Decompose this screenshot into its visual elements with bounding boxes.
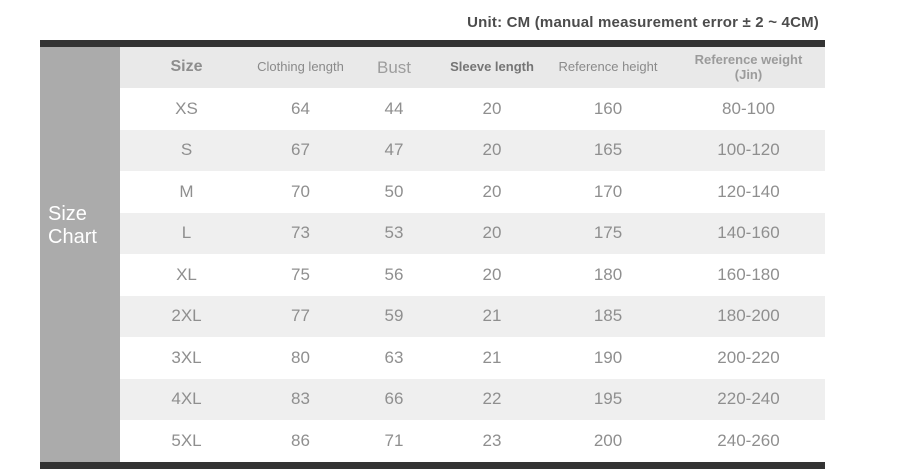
value-cell: 71: [348, 420, 440, 462]
value-cell: 75: [253, 254, 348, 296]
value-cell: 175: [544, 212, 672, 254]
value-cell: 66: [348, 378, 440, 420]
value-cell: 22: [440, 378, 544, 420]
size-cell: 2XL: [120, 295, 253, 337]
value-cell: 180-200: [672, 295, 825, 337]
size-chart-sidebar: Size Chart: [40, 47, 120, 462]
column-header-bust: Bust: [348, 47, 440, 88]
value-cell: 160-180: [672, 254, 825, 296]
value-cell: 44: [348, 88, 440, 130]
size-cell: 5XL: [120, 420, 253, 462]
value-cell: 20: [440, 171, 544, 213]
sidebar-title-line2: Chart: [48, 225, 97, 248]
value-cell: 140-160: [672, 212, 825, 254]
value-cell: 200-220: [672, 337, 825, 379]
value-cell: 20: [440, 88, 544, 130]
size-cell: S: [120, 129, 253, 171]
column-header-reference-height: Reference height: [544, 47, 672, 88]
table-row: 2XL 77 59 21 185 180-200: [120, 295, 825, 337]
value-cell: 86: [253, 420, 348, 462]
value-cell: 160: [544, 88, 672, 130]
value-cell: 20: [440, 212, 544, 254]
value-cell: 120-140: [672, 171, 825, 213]
value-cell: 59: [348, 295, 440, 337]
value-cell: 63: [348, 337, 440, 379]
value-cell: 56: [348, 254, 440, 296]
value-cell: 220-240: [672, 378, 825, 420]
table-header: Size Clothing length Bust Sleeve length Refe…: [120, 47, 825, 88]
value-cell: 165: [544, 129, 672, 171]
value-cell: 23: [440, 420, 544, 462]
value-cell: 80: [253, 337, 348, 379]
table-row: 5XL 86 71 23 200 240-260: [120, 420, 825, 462]
size-cell: M: [120, 171, 253, 213]
column-header-sleeve-length: Sleeve length: [440, 47, 544, 88]
table-body: XS 64 44 20 160 80-100 S 67 47 20 165 100-120 M 70 50 2…: [120, 88, 825, 462]
top-border-bar: [40, 40, 825, 47]
column-header-reference-weight: Reference weight (Jin): [672, 47, 825, 88]
size-chart-panel: Size Chart Size Clothing length Bust Sleeve…: [40, 40, 825, 469]
value-cell: 70: [253, 171, 348, 213]
table-row: L 73 53 20 175 140-160: [120, 212, 825, 254]
value-cell: 180: [544, 254, 672, 296]
table-row: M 70 50 20 170 120-140: [120, 171, 825, 213]
value-cell: 195: [544, 378, 672, 420]
table-row: S 67 47 20 165 100-120: [120, 129, 825, 171]
value-cell: 100-120: [672, 129, 825, 171]
value-cell: 21: [440, 337, 544, 379]
value-cell: 20: [440, 254, 544, 296]
value-cell: 50: [348, 171, 440, 213]
column-header-clothing-length: Clothing length: [253, 47, 348, 88]
value-cell: 80-100: [672, 88, 825, 130]
value-cell: 53: [348, 212, 440, 254]
header-row: Size Clothing length Bust Sleeve length Refe…: [120, 47, 825, 88]
table-area: Size Clothing length Bust Sleeve length Refe…: [120, 47, 825, 462]
size-cell: L: [120, 212, 253, 254]
unit-note: Unit: CM (manual measurement error ± 2 ~…: [467, 14, 819, 31]
sidebar-title-line1: Size: [48, 202, 87, 225]
value-cell: 67: [253, 129, 348, 171]
size-cell: XL: [120, 254, 253, 296]
sidebar-title: Size Chart: [40, 203, 97, 249]
value-cell: 77: [253, 295, 348, 337]
value-cell: 20: [440, 129, 544, 171]
table-row: XL 75 56 20 180 160-180: [120, 254, 825, 296]
size-cell: 3XL: [120, 337, 253, 379]
value-cell: 83: [253, 378, 348, 420]
value-cell: 73: [253, 212, 348, 254]
table-row: XS 64 44 20 160 80-100: [120, 88, 825, 130]
bottom-border-bar: [40, 462, 825, 469]
size-cell: 4XL: [120, 378, 253, 420]
value-cell: 190: [544, 337, 672, 379]
table-row: 4XL 83 66 22 195 220-240: [120, 378, 825, 420]
value-cell: 21: [440, 295, 544, 337]
value-cell: 64: [253, 88, 348, 130]
value-cell: 240-260: [672, 420, 825, 462]
column-header-size: Size: [120, 47, 253, 88]
size-chart-table: Size Clothing length Bust Sleeve length Refe…: [120, 47, 825, 462]
value-cell: 200: [544, 420, 672, 462]
panel-body: Size Chart Size Clothing length Bust Sleeve…: [40, 47, 825, 462]
value-cell: 47: [348, 129, 440, 171]
value-cell: 185: [544, 295, 672, 337]
size-cell: XS: [120, 88, 253, 130]
value-cell: 170: [544, 171, 672, 213]
table-row: 3XL 80 63 21 190 200-220: [120, 337, 825, 379]
